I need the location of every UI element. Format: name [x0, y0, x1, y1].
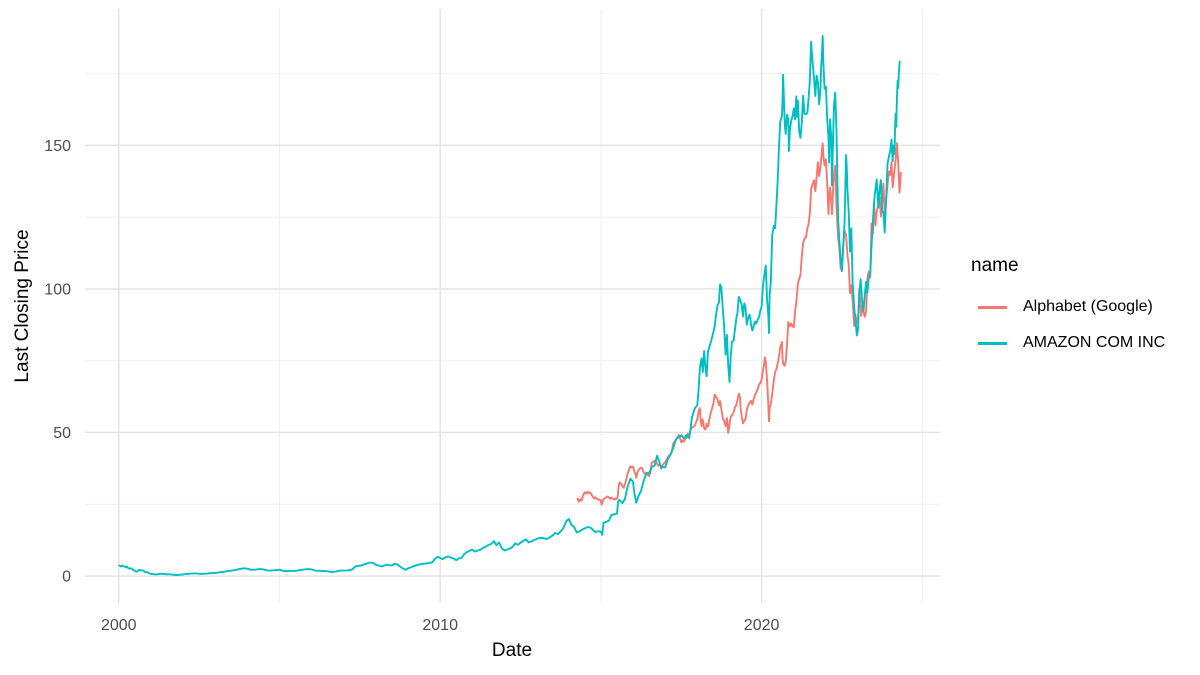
- legend-entry-amazon: AMAZON COM INC: [971, 325, 1165, 361]
- y-tick-label: 0: [62, 569, 71, 586]
- alphabet-line-key-icon: [978, 305, 1007, 309]
- legend-label-amazon: AMAZON COM INC: [1023, 334, 1166, 351]
- y-tick-label: 50: [53, 425, 71, 442]
- series-lines: [118, 35, 902, 577]
- amazon-line-key-icon: [978, 341, 1007, 345]
- legend-label-alphabet: Alphabet (Google): [1023, 298, 1153, 315]
- legend-title: name: [971, 255, 1019, 276]
- gridlines-minor: [85, 9, 940, 603]
- x-tick-label: 2000: [101, 617, 137, 634]
- series-line-amazon-com-inc: [118, 35, 901, 577]
- y-tick-label: 150: [44, 138, 71, 155]
- legend-entry-alphabet: Alphabet (Google): [971, 289, 1165, 325]
- y-axis-tick-labels: 0 50 100 150: [44, 138, 71, 586]
- gridlines-major: [85, 9, 940, 603]
- x-tick-label: 2020: [744, 617, 780, 634]
- series-line-alphabet-google: [576, 142, 902, 506]
- legend: name Alphabet (Google) AMAZON COM INC: [971, 255, 1165, 361]
- y-axis-title: Last Closing Price: [12, 229, 33, 382]
- y-tick-label: 100: [44, 281, 71, 298]
- x-axis-tick-labels: 2000 2010 2020: [101, 617, 780, 634]
- x-axis-title: Date: [492, 640, 532, 661]
- x-tick-label: 2010: [422, 617, 458, 634]
